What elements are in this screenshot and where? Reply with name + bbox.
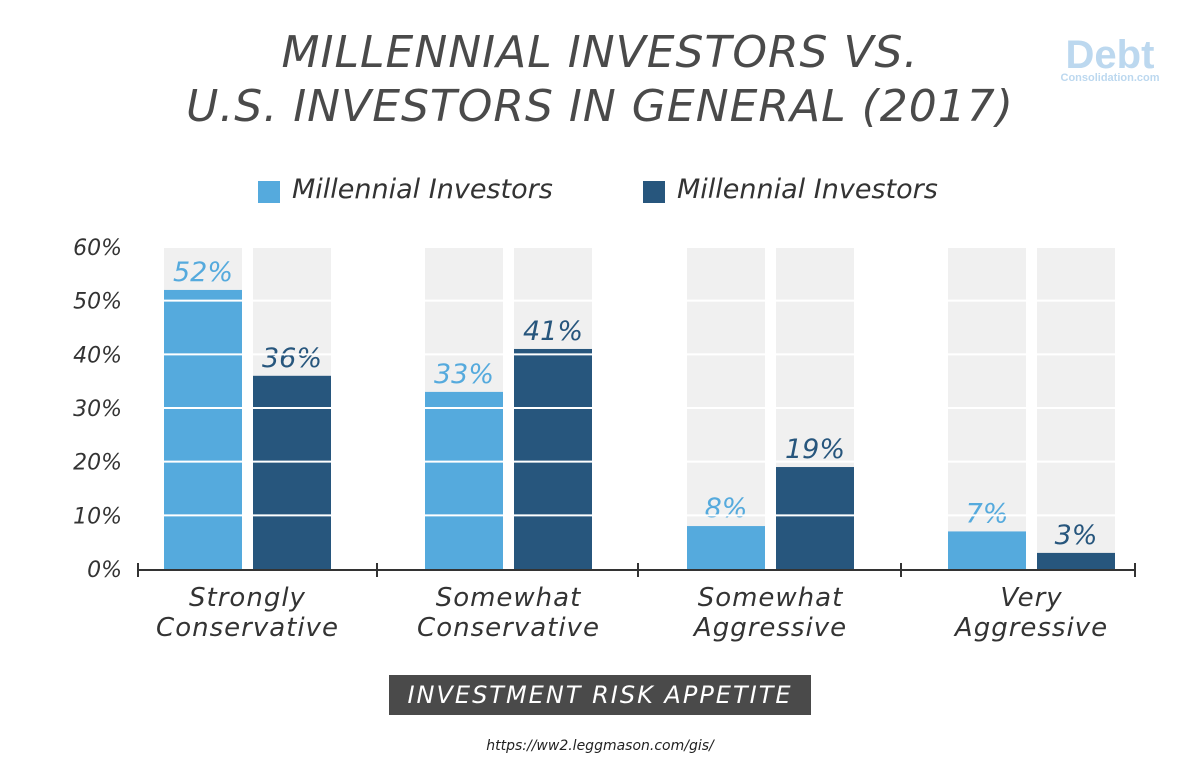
x-tick-label-3-line-2: Aggressive [692,613,847,643]
x-tick-label-1-line-2: Conservative [156,613,339,643]
legend-swatch-series-1 [258,181,280,203]
y-tick-label-10: 10% [73,504,122,529]
data-label-4-series-1: 7% [966,498,1009,529]
data-label-3-series-2: 19% [785,434,845,465]
y-tick-label-60: 60% [73,236,122,261]
bar-3-series-1 [687,526,765,569]
y-tick-label-30: 30% [73,397,122,422]
data-label-2-series-1: 33% [434,359,494,390]
bar-2-series-1 [425,391,503,569]
x-axis-title: INVESTMENT RISK APPETITE [389,675,811,715]
brand-logo-sub: Consolidation.com [1060,72,1160,84]
x-tick-label-1-line-1: Strongly [189,583,306,613]
x-tick-label-4-line-1: Very [1000,583,1062,613]
source-url: https://ww2.leggmason.com/gis/ [486,738,714,754]
data-label-4-series-2: 3% [1055,520,1098,551]
x-tick-label-4-line-2: Aggressive [953,613,1108,643]
data-label-1-series-2: 36% [262,343,322,374]
data-label-3-series-1: 8% [705,493,748,524]
legend-label-series-1: Millennial Investors [292,174,553,205]
bar-3-series-2 [776,467,854,569]
chart-title: MILLENNIAL INVESTORS VS. U.S. INVESTORS … [0,26,1200,134]
chart-title-line-1: MILLENNIAL INVESTORS VS. [281,27,919,78]
x-tick-label-3-line-1: Somewhat [698,583,844,613]
legend-label-series-2: Millennial Investors [677,174,938,205]
data-label-1-series-1: 52% [173,257,233,288]
y-tick-label-50: 50% [73,290,122,315]
y-tick-label-40: 40% [73,343,122,368]
y-tick-label-0: 0% [87,558,122,583]
bar-4-series-1 [948,531,1026,569]
bar-2-series-2 [514,348,592,569]
brand-logo-word: Debt [1065,33,1155,77]
bar-1-series-2 [253,375,331,569]
chart-legend: Millennial Investors Millennial Investor… [0,172,1200,216]
legend-swatch-series-2 [643,181,665,203]
data-label-2-series-2: 41% [523,316,583,347]
bar-1-series-1 [164,289,242,569]
x-tick-label-2-line-2: Conservative [417,613,600,643]
x-tick-label-2-line-1: Somewhat [436,583,582,613]
chart-title-line-2: U.S. INVESTORS IN GENERAL (2017) [186,81,1014,132]
brand-logo: Debt Consolidation.com [1050,34,1170,94]
bar-4-series-2 [1037,552,1115,569]
y-tick-label-20: 20% [73,451,122,476]
